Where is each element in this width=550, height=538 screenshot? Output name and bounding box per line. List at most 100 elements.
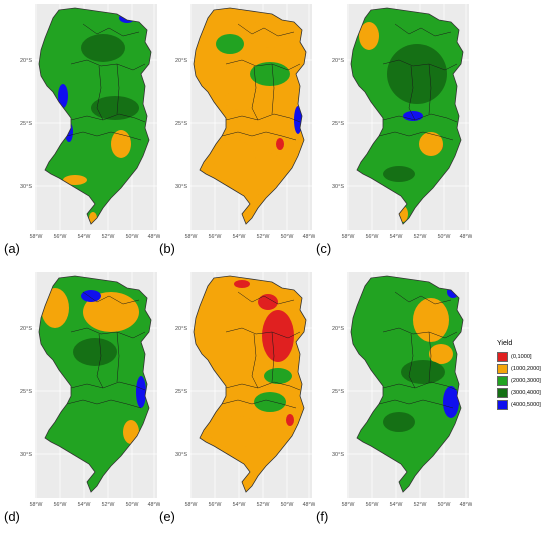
panel-label: (a) <box>4 241 20 256</box>
legend: Yield (0,1000] (1000,2000] (2000,3000] (300… <box>497 340 550 411</box>
state-border <box>225 59 301 71</box>
yield-patch <box>210 416 262 448</box>
lat-tick-label: 25°S <box>175 121 187 127</box>
lat-tick-label: 30°S <box>20 184 32 190</box>
state-border <box>66 131 142 141</box>
state-border <box>237 23 295 37</box>
lon-tick-label: 58°W <box>30 234 43 240</box>
yield-patch <box>93 464 105 480</box>
lon-tick-label: 52°W <box>102 502 115 508</box>
lon-tick-label: 50°W <box>438 502 451 508</box>
yield-patch <box>58 84 68 108</box>
yield-patch <box>383 166 415 182</box>
lon-tick-label: 48°W <box>303 502 315 508</box>
legend-swatch <box>497 363 508 374</box>
lon-tick-label: 56°W <box>366 234 379 240</box>
lon-tick-label: 52°W <box>414 234 427 240</box>
lat-tick-label: 30°S <box>332 452 344 458</box>
yield-patch <box>216 34 244 54</box>
state-border <box>70 113 146 123</box>
state-border <box>251 65 259 121</box>
lon-tick-label: 56°W <box>366 502 379 508</box>
state-border <box>66 399 142 409</box>
state-border <box>221 131 297 141</box>
map-svg: 20°S 25°S 30°S 58°W 56°W 54°W 52°W 50°W 48°W <box>332 272 472 508</box>
yield-patch <box>250 62 290 86</box>
yield-patch <box>413 298 449 342</box>
legend-item: (0,1000] <box>497 351 550 362</box>
state-border <box>225 381 301 391</box>
map-panel-b: 20°S 25°S 30°S 58°W 56°W 54°W 52°W 50°W 48°W (b) <box>155 0 315 262</box>
map-svg: 20°S 25°S 30°S 58°W 56°W 54°W 52°W 50°W 48°W <box>332 4 472 240</box>
state-border <box>82 23 140 37</box>
state-border <box>96 333 104 389</box>
lon-tick-label: 56°W <box>209 234 222 240</box>
lon-tick-label: 54°W <box>78 502 91 508</box>
legend-item: (4000,5000] <box>497 399 550 410</box>
lat-tick-label: 20°S <box>20 326 32 332</box>
state-border <box>382 113 458 123</box>
lon-tick-label: 48°W <box>148 502 160 508</box>
lon-tick-label: 54°W <box>78 234 91 240</box>
yield-patch <box>387 44 447 104</box>
legend-label: (3000,4000] <box>511 389 541 396</box>
lat-tick-label: 30°S <box>20 452 32 458</box>
lon-tick-label: 50°W <box>126 502 139 508</box>
yield-patch <box>216 140 256 184</box>
map-panel-c: 20°S 25°S 30°S 58°W 56°W 54°W 52°W 50°W 48°W (c) <box>312 0 472 262</box>
lon-tick-label: 56°W <box>209 502 222 508</box>
lon-tick-label: 50°W <box>438 234 451 240</box>
state-border <box>237 291 295 305</box>
yield-patch <box>286 414 294 426</box>
state-border <box>251 333 259 389</box>
lon-tick-label: 56°W <box>54 234 67 240</box>
lat-tick-label: 30°S <box>175 184 187 190</box>
state-border <box>382 381 458 391</box>
yield-patch <box>224 90 260 110</box>
map-panel-d: 20°S 25°S 30°S 58°W 56°W 54°W 52°W 50°W 48°W (d) <box>0 268 160 530</box>
map-svg: 20°S 25°S 30°S 58°W 56°W 54°W 52°W 50°W 48°W <box>175 4 315 240</box>
lon-tick-label: 54°W <box>233 234 246 240</box>
lon-tick-label: 58°W <box>185 234 198 240</box>
lon-tick-label: 52°W <box>102 234 115 240</box>
region-outline <box>350 275 464 493</box>
yield-patch <box>419 132 443 156</box>
state-border <box>82 291 140 305</box>
state-border <box>70 381 146 391</box>
legend-label: (2000,3000] <box>511 377 541 384</box>
map-svg: 20°S 25°S 30°S 58°W 56°W 54°W 52°W 50°W 48°W <box>175 272 315 508</box>
map-panel-e: 20°S 25°S 30°S 58°W 56°W 54°W 52°W 50°W 48°W (e) <box>155 268 315 530</box>
legend-label: (4000,5000] <box>511 401 541 408</box>
legend-item: (2000,3000] <box>497 375 550 386</box>
lat-tick-label: 25°S <box>332 389 344 395</box>
legend-swatch <box>497 351 508 362</box>
region-outline <box>193 7 307 225</box>
map-svg: 20°S 25°S 30°S 58°W 56°W 54°W 52°W 50°W 48°W <box>20 272 160 508</box>
yield-patch <box>73 338 117 366</box>
panel-label: (b) <box>159 241 175 256</box>
map-panel-a: 20°S 25°S 30°S 58°W 56°W 54°W 52°W 50°W 48°W (a) <box>0 0 160 262</box>
map-svg: 20°S 25°S 30°S 58°W 56°W 54°W 52°W 50°W 48°W <box>20 4 160 240</box>
region-base-fill <box>39 8 151 224</box>
lon-tick-label: 54°W <box>390 502 403 508</box>
lon-tick-label: 58°W <box>342 502 355 508</box>
lon-tick-label: 52°W <box>257 502 270 508</box>
state-border <box>271 63 275 115</box>
yield-patch <box>63 175 87 185</box>
lon-tick-label: 50°W <box>281 234 294 240</box>
lon-tick-label: 58°W <box>342 234 355 240</box>
lat-tick-label: 25°S <box>175 389 187 395</box>
yield-patch <box>258 294 278 310</box>
lon-tick-label: 50°W <box>281 502 294 508</box>
state-border <box>428 63 432 115</box>
lon-tick-label: 48°W <box>460 502 472 508</box>
legend-swatch <box>497 375 508 386</box>
state-border <box>382 327 458 339</box>
lat-tick-label: 20°S <box>332 326 344 332</box>
lon-tick-label: 56°W <box>54 502 67 508</box>
state-border <box>221 399 297 409</box>
lon-tick-label: 48°W <box>303 234 315 240</box>
lon-tick-label: 52°W <box>414 502 427 508</box>
yield-patch <box>136 376 146 408</box>
state-border <box>96 65 104 121</box>
